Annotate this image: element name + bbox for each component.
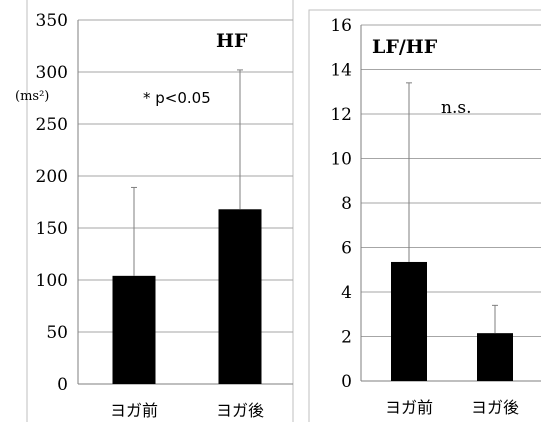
lfhf-y-tick-label: 6: [341, 239, 352, 259]
hf-y-tick-label: 200: [36, 167, 68, 187]
lfhf-bar: [391, 261, 427, 381]
hf-y-tick-label: 300: [36, 63, 68, 83]
lfhf-title: LF/HF: [372, 36, 438, 58]
hf-error-bars: [131, 69, 243, 276]
lfhf-category-label: ヨガ前: [385, 398, 433, 417]
hf-category-labels: ヨガ前 ヨガ後: [110, 401, 264, 420]
hf-category-label: ヨガ後: [216, 401, 264, 420]
lfhf-y-tick-label: 0: [341, 372, 352, 392]
hf-y-tick-label: 100: [36, 271, 68, 291]
lfhf-bar: [477, 333, 513, 381]
lfhf-y-tick-label: 2: [341, 328, 352, 348]
hf-bar: [218, 209, 262, 384]
lfhf-y-tick-label: 4: [341, 283, 352, 303]
hf-y-tick-label: 0: [57, 375, 68, 395]
hf-y-tick-label: 250: [36, 115, 68, 135]
hf-bar: [112, 275, 156, 384]
lfhf-category-label: ヨガ後: [471, 398, 519, 417]
lfhf-significance-annotation: n.s.: [441, 98, 471, 118]
lfhf-chart: 0 2 4 6 8 10 12 14 16 ヨガ前 ヨガ後 LF/HF n.s.: [330, 16, 541, 417]
hf-y-tick-label: 350: [36, 11, 68, 31]
lfhf-category-labels: ヨガ前 ヨガ後: [385, 398, 519, 417]
hf-y-tick-label: 50: [46, 323, 68, 343]
hf-y-tick-label: 150: [36, 219, 68, 239]
lfhf-y-tick-label: 16: [330, 16, 352, 36]
lfhf-y-tick-label: 8: [341, 194, 352, 214]
hf-bars: [112, 209, 262, 384]
hf-category-label: ヨガ前: [110, 401, 158, 420]
hf-chart: 0 50 100 150 200 250 300 350 ヨガ前 ヨガ後 HF (ms²) * …: [15, 11, 293, 420]
lfhf-panel-border: [308, 9, 541, 422]
lfhf-y-tick-labels: 0 2 4 6 8 10 12 14 16: [330, 16, 352, 392]
lfhf-y-tick-label: 10: [330, 150, 352, 170]
lfhf-y-tick-label: 14: [330, 61, 352, 81]
hf-unit-label: (ms²): [15, 89, 49, 104]
hf-title: HF: [216, 30, 248, 52]
hf-significance-annotation: * p<0.05: [143, 89, 211, 107]
hf-y-tick-labels: 0 50 100 150 200 250 300 350: [36, 11, 68, 395]
lfhf-gridlines: [360, 24, 541, 382]
lfhf-y-tick-label: 12: [330, 105, 352, 125]
lfhf-bars: [391, 261, 513, 381]
lfhf-error-bars: [406, 82, 498, 334]
